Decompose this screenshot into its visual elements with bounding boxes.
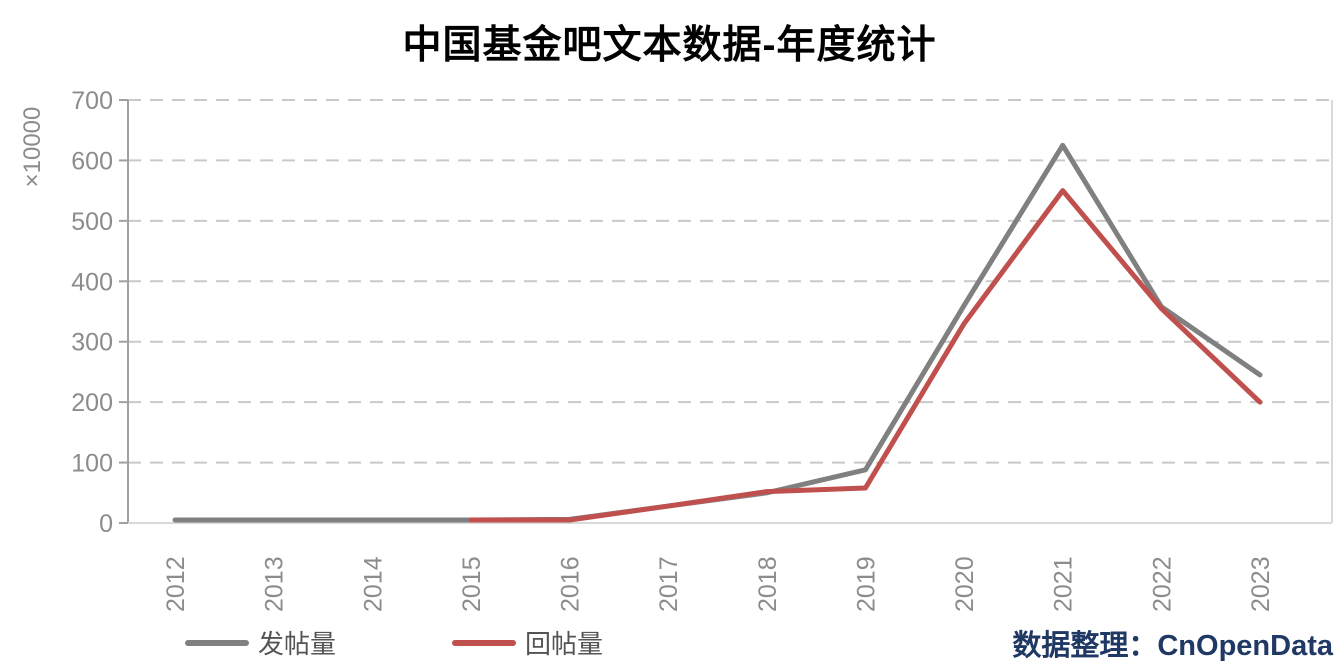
- x-tick-label: 2020: [951, 556, 979, 612]
- x-tick-label: 2013: [261, 556, 289, 612]
- legend-item-replies: 回帖量: [452, 624, 603, 661]
- y-tick-label: 100: [71, 450, 113, 478]
- x-tick-label: 2021: [1050, 556, 1078, 612]
- x-tick-label: 2014: [359, 556, 387, 612]
- x-tick-label: 2017: [655, 556, 683, 612]
- x-tick-label: 2016: [557, 556, 585, 612]
- series-line-posts: [172, 142, 1263, 523]
- x-tick-label: 2015: [458, 556, 486, 612]
- x-tick-label: 2022: [1148, 556, 1176, 612]
- legend-item-posts: 发帖量: [185, 624, 336, 661]
- attribution-text: 数据整理：CnOpenData: [1012, 630, 1333, 662]
- series-line-replies: [468, 188, 1263, 523]
- y-tick-label: 600: [71, 147, 113, 175]
- y-tick-label: 500: [71, 208, 113, 236]
- x-tick-label: 2018: [754, 556, 782, 612]
- legend-label-replies: 回帖量: [525, 629, 604, 659]
- legend-swatch-replies: [452, 639, 517, 646]
- legend-label-posts: 发帖量: [258, 629, 337, 659]
- x-tick-label: 2023: [1247, 556, 1275, 612]
- chart-title: 中国基金吧文本数据-年度统计: [402, 24, 937, 67]
- y-tick-label: 0: [99, 510, 113, 538]
- x-tick-label: 2012: [162, 556, 190, 612]
- x-tick-label: 2019: [852, 556, 880, 612]
- legend: 发帖量 回帖量: [185, 624, 603, 661]
- y-tick-label: 400: [71, 268, 113, 296]
- y-tick-label: 200: [71, 389, 113, 417]
- y-axis-unit-label: ×10000: [19, 106, 46, 188]
- legend-swatch-posts: [185, 639, 249, 646]
- y-tick-label: 300: [71, 329, 113, 357]
- y-tick-label: 700: [71, 87, 113, 115]
